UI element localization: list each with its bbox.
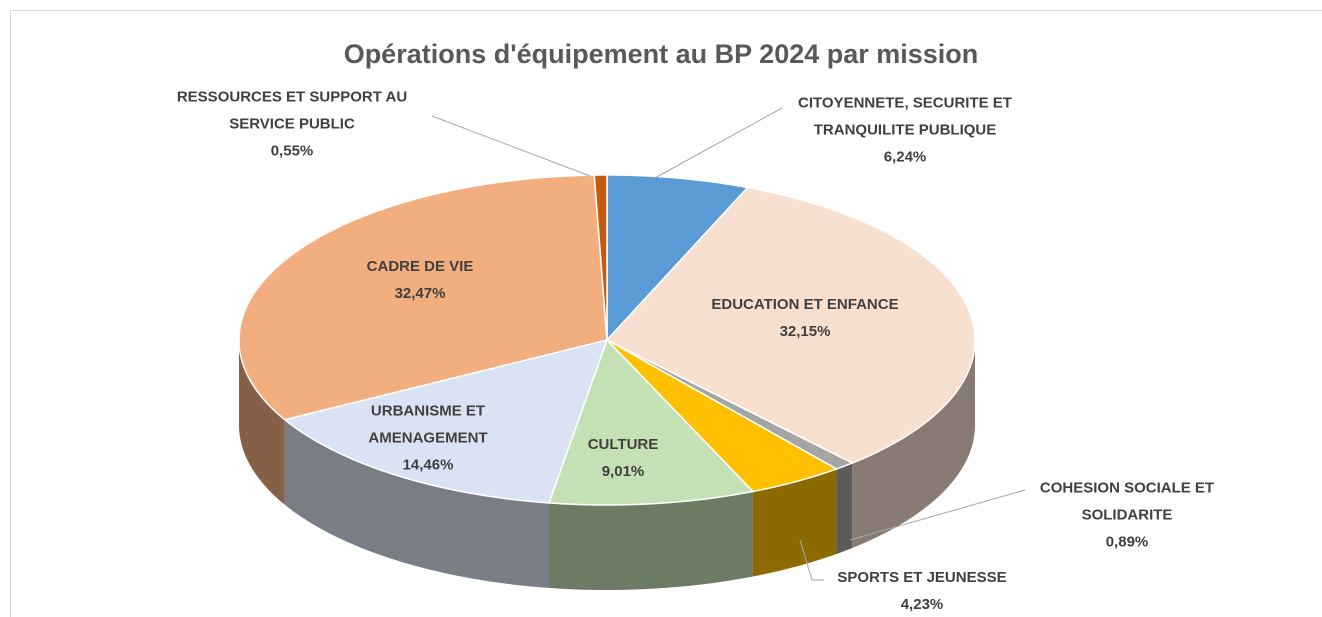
leader-line (799, 539, 824, 581)
value-label: 4,23% (900, 596, 944, 613)
pie-side (836, 463, 853, 554)
data-label: CULTURE 9,01% (548, 431, 698, 485)
pie-side (752, 468, 837, 577)
data-label: EDUCATION ET ENFANCE 32,15% (675, 291, 935, 345)
category-label: CULTURE (587, 436, 659, 453)
pie-slice (238, 174, 608, 421)
pie-slice (547, 338, 755, 506)
chart-title: Opérations d'équipement au BP 2024 par m… (344, 39, 979, 69)
data-label: RESSOURCES ET SUPPORT AU SERVICE PUBLIC 0… (152, 84, 432, 165)
leader-line (849, 489, 1026, 541)
value-label: 6,24% (883, 148, 927, 166)
pie-slice (283, 338, 609, 504)
pie-side (852, 340, 975, 549)
category-label: RESSOURCES ET SUPPORT AU SERVICE PUBLIC (176, 88, 408, 133)
category-label: CITOYENNETE, SECURITE ET TRANQUILITE PUB… (798, 94, 1012, 139)
leader-line (431, 115, 591, 177)
pie-side (284, 419, 549, 588)
value-label: 0,55% (270, 142, 314, 160)
value-label: 14,46% (402, 456, 454, 474)
data-label: COHESION SOCIALE ET SOLIDARITE 0,89% (1020, 475, 1235, 556)
pie-side (548, 491, 753, 590)
data-label: URBANISME ET AMENAGEMENT 14,46% (348, 398, 508, 479)
category-label: URBANISME ET AMENAGEMENT (368, 402, 488, 447)
data-label: CITOYENNETE, SECURITE ET TRANQUILITE PUB… (775, 90, 1035, 171)
value-label: 9,01% (601, 463, 645, 480)
category-label: EDUCATION ET ENFANCE (711, 296, 899, 313)
value-label: 0,89% (1105, 533, 1149, 551)
value-label: 32,47% (394, 285, 446, 302)
pie-slice (605, 186, 976, 464)
category-label: COHESION SOCIALE ET SOLIDARITE (1039, 479, 1215, 524)
category-label: CADRE DE VIE (366, 258, 474, 275)
chart-frame (10, 10, 1322, 617)
data-label: CADRE DE VIE 32,47% (340, 253, 500, 307)
pie-slice (606, 174, 750, 342)
category-label: SPORTS ET JEUNESSE (837, 569, 1007, 586)
pie-slice (593, 174, 608, 341)
leader-line (654, 107, 783, 179)
pie-slice (606, 339, 839, 493)
data-label: SPORTS ET JEUNESSE 4,23% (812, 564, 1032, 617)
value-label: 32,15% (779, 323, 831, 340)
